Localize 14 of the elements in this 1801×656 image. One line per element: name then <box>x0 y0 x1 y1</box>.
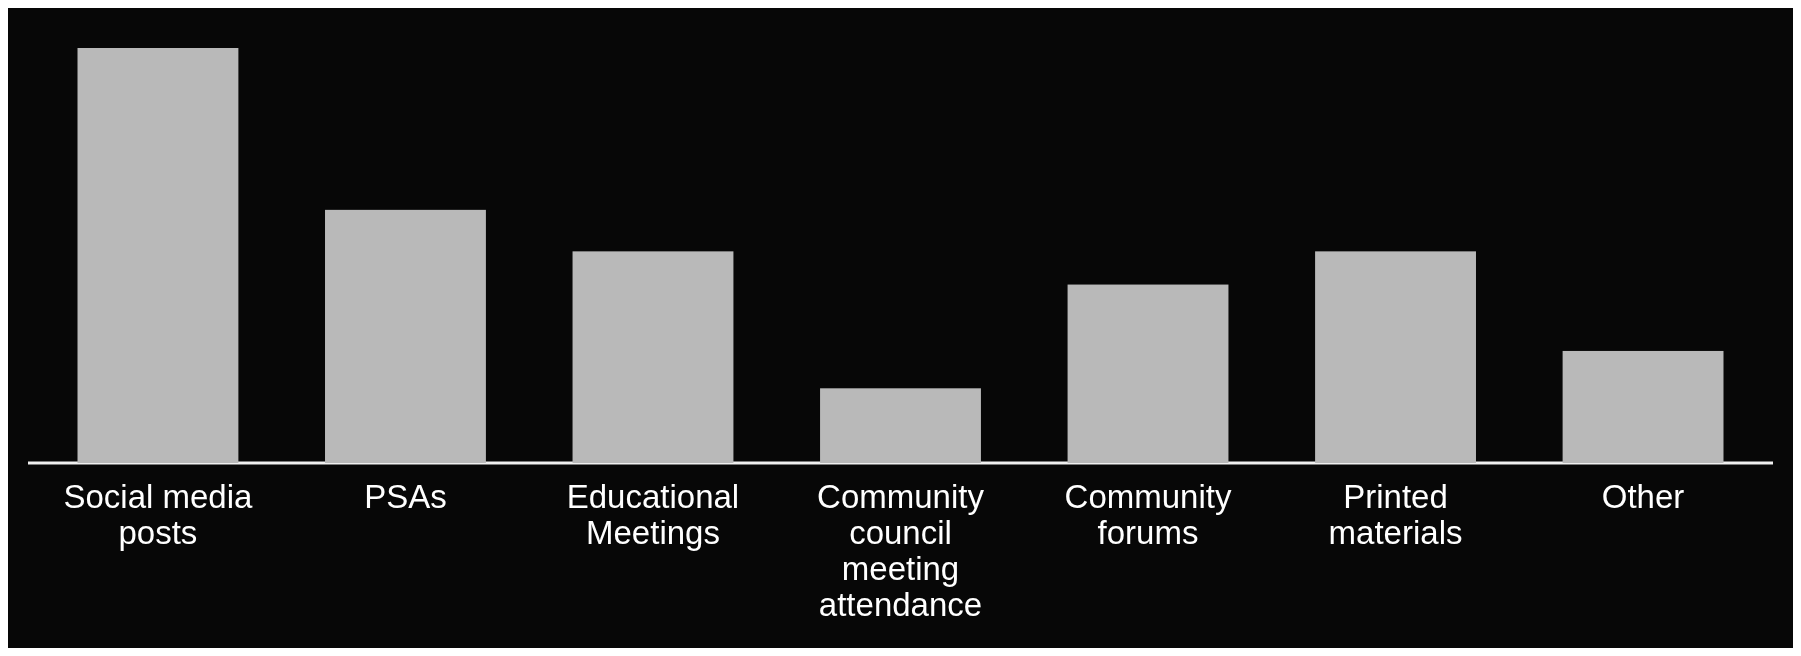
bar <box>1315 251 1476 463</box>
x-tick-label: Community forums <box>1064 478 1232 551</box>
bar <box>1562 350 1724 463</box>
x-tick-label: Educational Meetings <box>566 478 740 551</box>
x-tick-label: Other <box>1601 478 1685 515</box>
bar <box>325 209 486 463</box>
bar <box>572 251 734 463</box>
x-tick-label: Community council meeting attendance <box>817 478 985 623</box>
bar <box>77 48 239 463</box>
x-tick-label: Printed materials <box>1328 478 1463 551</box>
x-tick-label: PSAs <box>364 478 447 515</box>
bar <box>1067 284 1229 463</box>
bar <box>820 388 981 463</box>
x-tick-label: Social media posts <box>63 478 254 551</box>
